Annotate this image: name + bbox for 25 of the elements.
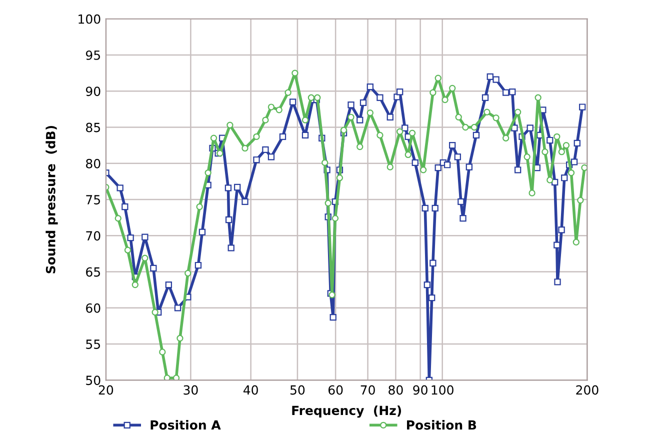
x-axis-title: Frequency (Hz) [292, 405, 402, 418]
y-tick-label: 100 [78, 14, 100, 24]
x-tick-label: 80 [388, 385, 403, 395]
x-tick-label: 30 [184, 385, 198, 395]
y-tick-label: 70 [86, 231, 100, 241]
y-tick-label: 50 [86, 376, 100, 386]
x-tick-label: 40 [243, 385, 258, 395]
y-tick-label: 75 [86, 195, 100, 204]
y-tick-label: 95 [86, 50, 100, 60]
y-tick-label: 55 [86, 340, 100, 349]
legend-label: Position B [407, 420, 476, 430]
x-tick-label: 70 [360, 385, 375, 395]
x-tick-label: 90 [413, 385, 428, 395]
y-tick-label: 65 [86, 267, 100, 277]
y-tick-label: 80 [86, 158, 100, 168]
x-tick-label: 60 [328, 385, 343, 395]
y-tick-label: 90 [86, 86, 100, 96]
y-tick-label: 60 [86, 303, 100, 313]
x-tick-label: 100 [432, 385, 454, 395]
x-tick-label: 20 [98, 385, 114, 395]
y-tick-label: 85 [86, 122, 100, 132]
y-axis-title: Sound pressure (dB) [46, 126, 58, 274]
x-tick-label: 50 [290, 385, 305, 395]
x-tick-label: 200 [576, 385, 598, 395]
legend-label: Position A [150, 420, 221, 430]
